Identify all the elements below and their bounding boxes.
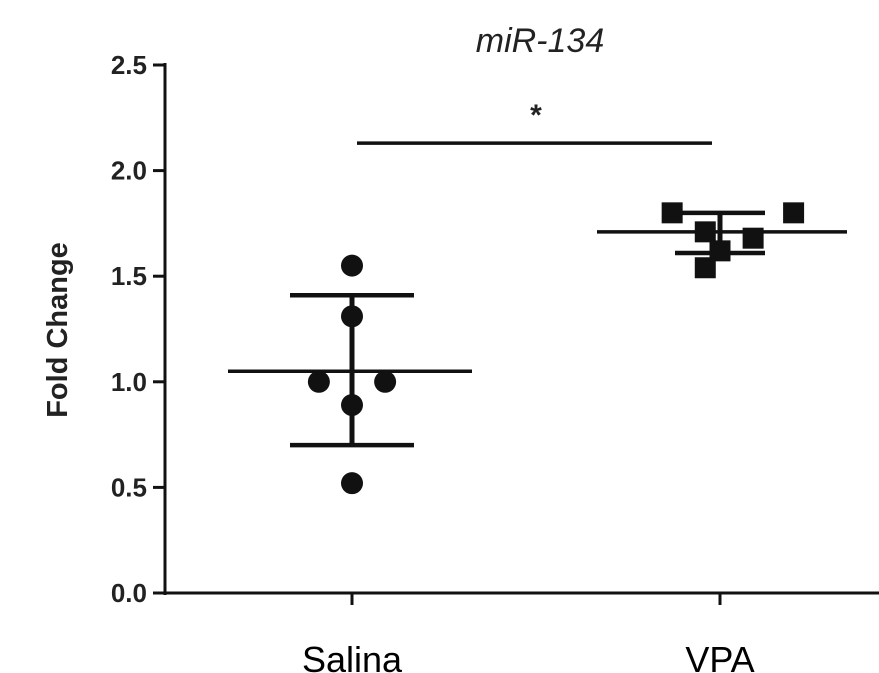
x-category-label: VPA [685, 639, 754, 673]
y-tick-label: 2.0 [111, 156, 147, 186]
x-category-label: Salina [302, 639, 403, 673]
data-point-circle [341, 394, 363, 417]
data-point-square [694, 257, 716, 279]
data-point-square [783, 202, 805, 224]
y-axis-title: Fold Change [42, 242, 74, 418]
y-tick-label: 1.5 [111, 261, 147, 291]
data-point-circle [341, 305, 363, 328]
significance-star: * [530, 99, 542, 132]
axes: 0.0 0.5 1.0 1.5 2.0 2.5 Salina VPA [111, 50, 879, 673]
data-point-circle [374, 370, 397, 393]
data-point-square [661, 202, 683, 224]
y-tick-label: 0.0 [111, 578, 147, 608]
data-point-square [694, 221, 716, 243]
data-point-circle [341, 472, 363, 495]
y-tick-label: 2.5 [111, 50, 147, 80]
data-points [307, 202, 805, 495]
data-point-circle [307, 370, 330, 393]
data-point-square [709, 240, 731, 262]
significance-annotation: * [357, 99, 712, 145]
chart-title: miR-134 [476, 22, 604, 60]
y-tick-label: 1.0 [111, 367, 147, 397]
y-tick-label: 0.5 [111, 472, 147, 502]
data-point-circle [341, 254, 363, 277]
data-point-square [742, 227, 764, 249]
